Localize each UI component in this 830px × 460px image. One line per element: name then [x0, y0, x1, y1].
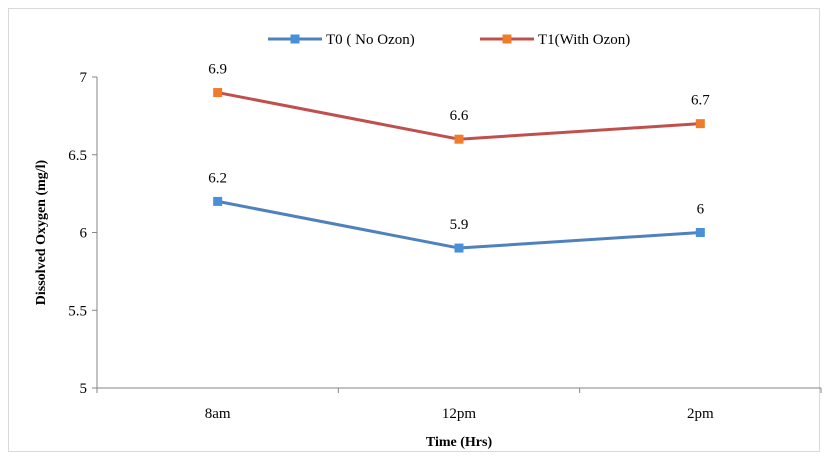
legend-marker — [290, 34, 300, 44]
data-label: 5.9 — [450, 217, 469, 233]
x-tick-label: 8am — [205, 406, 231, 422]
series-layer: 6.2 5.9 6 6.9 6.6 6.7 — [208, 62, 710, 253]
legend-label: T1(With Ozon) — [538, 32, 630, 48]
data-label: 6.9 — [208, 62, 227, 78]
data-point — [454, 134, 464, 144]
legend-label: T0 ( No Ozon) — [326, 32, 415, 48]
legend-item: T0 ( No Ozon) — [268, 32, 415, 48]
y-tick-label: 6.5 — [68, 148, 87, 164]
legend: T0 ( No Ozon) T1(With Ozon) — [268, 32, 630, 48]
data-label: 6.2 — [208, 170, 227, 186]
x-tick-label: 2pm — [687, 406, 714, 422]
data-label: 6 — [697, 202, 705, 218]
x-axis: 8am 12pm 2pm — [96, 387, 822, 422]
data-point — [454, 243, 464, 253]
data-point — [213, 196, 223, 206]
y-tick-label: 5 — [80, 381, 88, 397]
data-label: 6.6 — [450, 108, 469, 124]
x-tick-label: 12pm — [442, 406, 477, 422]
legend-marker — [502, 34, 512, 44]
data-point — [695, 119, 705, 129]
series-0: 6.2 5.9 6 — [208, 170, 705, 253]
series-1: 6.9 6.6 6.7 — [208, 62, 710, 144]
data-point — [213, 88, 223, 98]
data-label: 6.7 — [691, 93, 710, 109]
legend-item: T1(With Ozon) — [480, 32, 630, 48]
chart-frame — [8, 8, 820, 452]
x-axis-title: Time (Hrs) — [426, 435, 493, 450]
data-point — [695, 228, 705, 237]
y-axis: 5 5.5 6 6.5 7 — [68, 70, 98, 397]
y-tick-label: 7 — [80, 70, 88, 86]
y-tick-label: 6 — [80, 226, 88, 242]
y-axis-title: Dissolved Oxygen (mg/l) — [34, 159, 49, 305]
y-tick-label: 5.5 — [68, 303, 87, 319]
